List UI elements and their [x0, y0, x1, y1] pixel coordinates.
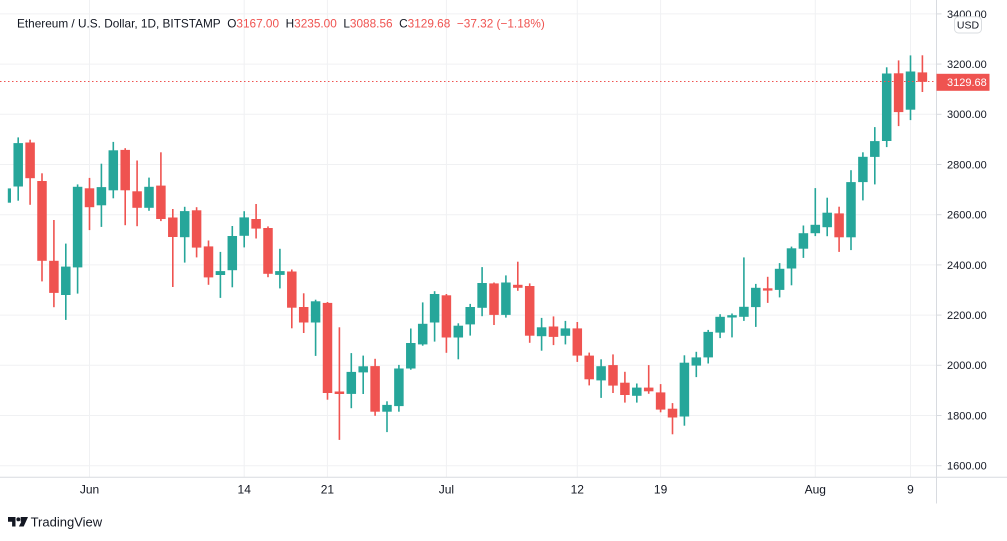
- svg-text:9: 9: [907, 483, 914, 497]
- svg-text:Jul: Jul: [439, 483, 454, 497]
- svg-text:19: 19: [654, 483, 668, 497]
- svg-text:2600.00: 2600.00: [947, 210, 987, 222]
- svg-text:1600.00: 1600.00: [947, 461, 987, 473]
- svg-text:TradingView: TradingView: [31, 515, 103, 530]
- svg-text:2200.00: 2200.00: [947, 310, 987, 322]
- svg-text:2000.00: 2000.00: [947, 360, 987, 372]
- svg-text:14: 14: [238, 483, 252, 497]
- svg-text:3000.00: 3000.00: [947, 109, 987, 121]
- svg-text:USD: USD: [957, 20, 980, 32]
- svg-text:12: 12: [571, 483, 585, 497]
- svg-text:Aug: Aug: [805, 483, 826, 497]
- svg-text:Ethereum / U.S. Dollar, 1D, BI: Ethereum / U.S. Dollar, 1D, BITSTAMP O31…: [17, 16, 545, 30]
- svg-text:1800.00: 1800.00: [947, 410, 987, 422]
- svg-text:3129.68: 3129.68: [947, 77, 987, 89]
- svg-text:3200.00: 3200.00: [947, 59, 987, 71]
- svg-text:2400.00: 2400.00: [947, 260, 987, 272]
- svg-text:Jun: Jun: [80, 483, 99, 497]
- svg-text:2800.00: 2800.00: [947, 159, 987, 171]
- svg-text:21: 21: [321, 483, 335, 497]
